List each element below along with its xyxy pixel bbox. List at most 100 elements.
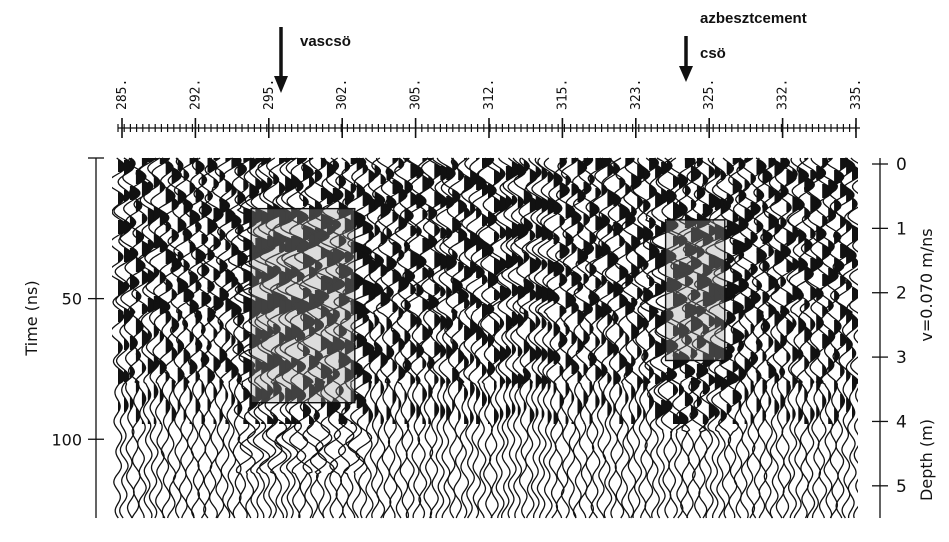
trace-wiggle [781,157,803,519]
trace-fill [118,310,124,322]
trace-fill [726,282,741,298]
trace-fill [589,382,593,394]
trace-fill [523,402,526,412]
trace-fill [535,346,542,360]
trace-fill [505,288,511,298]
trace-fill [118,402,121,412]
trace-fill [141,214,147,224]
trace-fill [786,352,790,362]
annotation-azbesztcement: azbesztcement csö [679,10,807,82]
trace-fill [231,392,235,406]
trace-fill [840,304,849,320]
right-axis-tick-label: 3 [896,348,907,368]
trace-fill [858,252,868,268]
trace-fill [422,176,432,192]
trace-fill [416,376,420,386]
trace-wiggle [208,157,231,519]
trace-fill [607,402,612,416]
trace-fill [279,332,286,344]
trace-fill [780,276,786,286]
trace-fill [810,228,816,238]
trace-fill [482,274,487,284]
trace-fill [488,362,495,376]
trace-fill [846,398,851,412]
trace-fill [840,394,845,408]
trace-fill [834,200,841,212]
trace-fill [619,326,624,338]
trace-fill [684,158,695,168]
trace-fill [858,226,865,238]
trace-fill [147,420,151,424]
trace-fill [511,372,519,388]
trace-fill [380,414,384,424]
top-axis-tick-label: 325. [702,79,717,110]
trace-fill [541,260,547,270]
trace-fill [124,370,129,382]
right-axis-ticks: 0 1 2 3 4 5 [872,155,907,497]
trace-fill [267,178,273,188]
trace-fill [852,198,858,210]
trace-fill [488,422,491,424]
trace-fill [201,382,205,394]
trace-fill [535,408,538,418]
trace-fill [541,318,546,328]
trace-fill [679,324,689,338]
trace-fill [332,310,340,320]
plot-area [112,155,868,520]
trace-fill [285,326,297,342]
trace-wiggle [823,157,845,519]
trace-wiggle [435,157,457,519]
trace-fill [153,356,159,370]
trace-fill [129,274,139,290]
trace-fill [595,366,602,380]
trace-fill [434,374,438,384]
trace-fill [362,402,369,414]
trace-fill [768,186,775,198]
left-axis-ticks: 50 100 [51,157,104,449]
trace-fill [828,208,836,222]
trace-fill [541,376,549,390]
trace-fill [118,342,123,354]
trace-fill [511,252,519,264]
trace-wiggle [799,157,821,519]
trace-fill [297,210,308,224]
trace-fill [804,158,809,160]
trace-fill [625,334,629,344]
trace-fill [309,384,317,398]
trace-fill [159,182,165,192]
trace-fill [756,338,762,352]
trace-fill [189,390,193,402]
trace-fill [434,284,440,294]
annotation-vascso-label: vascsö [300,33,351,50]
trace-fill [768,158,776,168]
trace-wiggle [173,157,195,519]
trace-fill [571,332,577,344]
trace-fill [207,280,215,292]
trace-fill [183,320,188,330]
trace-fill [147,330,152,340]
trace-fill [810,346,818,362]
trace-fill [380,174,386,184]
trace-fill [744,420,747,424]
trace-fill [374,374,379,384]
trace-fill [207,190,213,200]
trace-fill [780,158,790,170]
trace-fill [768,246,774,256]
trace-fill [517,346,522,356]
trace-fill [494,348,501,362]
trace-fill [523,160,530,172]
trace-fill [762,260,770,272]
trace-fill [464,356,469,368]
trace-fill [547,322,552,332]
trace-fill [768,214,779,230]
trace-fill [410,402,415,418]
trace-fill [732,158,741,164]
trace-fill [231,158,241,168]
trace-fill [297,238,311,252]
trace-wiggle [700,157,730,519]
trace-fill [422,158,429,162]
trace-fill [422,416,426,424]
trace-fill [750,380,754,394]
trace-fill [858,194,865,206]
right-axis-label: Depth (m) [917,419,936,501]
